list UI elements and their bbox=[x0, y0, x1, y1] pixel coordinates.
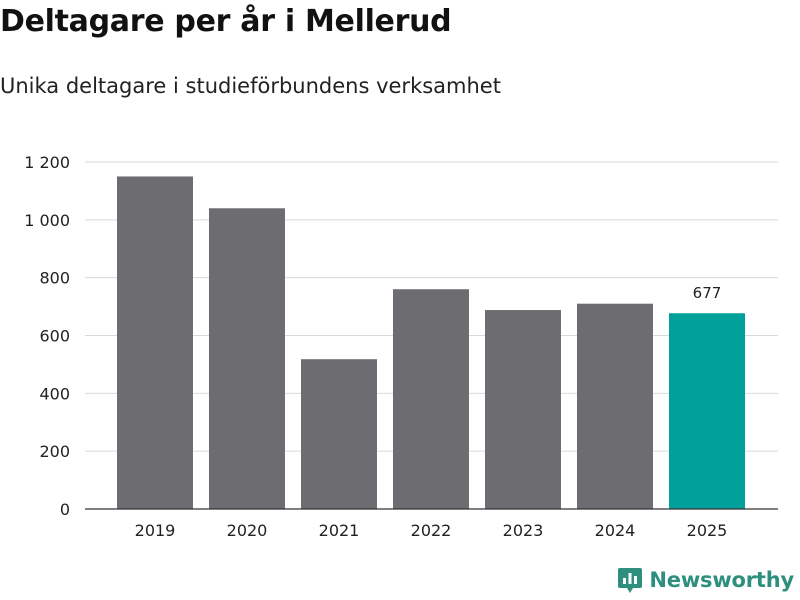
x-tick-label: 2022 bbox=[411, 521, 452, 540]
x-tick-label: 2023 bbox=[503, 521, 544, 540]
y-tick-label: 800 bbox=[39, 269, 70, 288]
bar-2025 bbox=[669, 313, 745, 509]
y-tick-label: 200 bbox=[39, 442, 70, 461]
bar-2023 bbox=[485, 310, 561, 509]
x-tick-label: 2024 bbox=[595, 521, 636, 540]
chart-title: Deltagare per år i Mellerud bbox=[0, 4, 452, 39]
y-tick-label: 1 200 bbox=[24, 153, 70, 172]
y-tick-label: 600 bbox=[39, 327, 70, 346]
data-label: 677 bbox=[693, 284, 722, 302]
y-tick-label: 1 000 bbox=[24, 211, 70, 230]
x-tick-label: 2020 bbox=[227, 521, 268, 540]
bar-2022 bbox=[393, 289, 469, 509]
bar-2021 bbox=[301, 359, 377, 509]
newsworthy-logo-text: Newsworthy bbox=[649, 568, 794, 592]
bar-2020 bbox=[209, 208, 285, 509]
newsworthy-logo-icon bbox=[618, 568, 643, 593]
chart-subtitle: Unika deltagare i studieförbundens verks… bbox=[0, 74, 501, 98]
y-tick-label: 400 bbox=[39, 384, 70, 403]
x-tick-label: 2019 bbox=[135, 521, 176, 540]
x-tick-label: 2021 bbox=[319, 521, 360, 540]
bar-2024 bbox=[577, 303, 653, 509]
newsworthy-logo: Newsworthy bbox=[617, 566, 794, 594]
bar-2019 bbox=[117, 176, 193, 510]
x-tick-label: 2025 bbox=[687, 521, 728, 540]
y-tick-label: 0 bbox=[60, 500, 70, 519]
